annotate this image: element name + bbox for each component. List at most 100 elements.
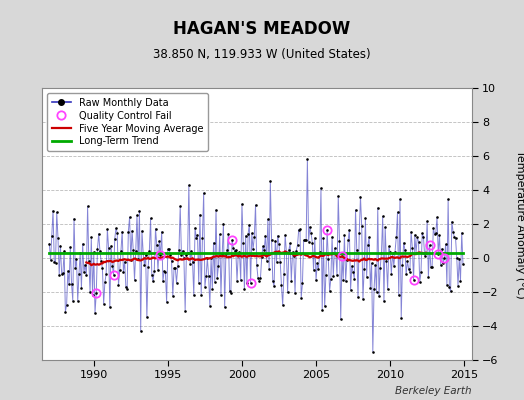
Point [395, 292, 403, 299]
Point [286, 240, 294, 247]
Point [121, 258, 129, 265]
Point [228, 237, 236, 243]
Point [194, 279, 203, 286]
Point [313, 260, 321, 266]
Point [114, 282, 123, 288]
Point [66, 244, 74, 250]
Point [311, 234, 319, 241]
Point [207, 254, 215, 261]
Point [290, 253, 298, 260]
Point [122, 284, 130, 290]
Point [357, 223, 366, 230]
Point [103, 226, 112, 232]
Point [340, 232, 348, 238]
Point [365, 234, 373, 240]
Point [373, 289, 381, 296]
Point [190, 292, 198, 298]
Point [94, 230, 103, 237]
Point [118, 228, 126, 235]
Point [133, 212, 141, 218]
Point [257, 254, 266, 260]
Point [453, 255, 461, 262]
Point [353, 246, 361, 253]
Text: Berkeley Earth: Berkeley Earth [395, 386, 472, 396]
Point [232, 246, 240, 253]
Point [166, 252, 174, 258]
Point [112, 225, 120, 232]
Point [172, 280, 181, 286]
Point [200, 190, 208, 196]
Point [183, 250, 192, 256]
Point [280, 271, 288, 277]
Point [155, 238, 163, 245]
Point [176, 203, 184, 210]
Point [123, 286, 132, 292]
Point [322, 271, 330, 278]
Point [72, 256, 81, 262]
Point [276, 259, 285, 265]
Point [344, 237, 352, 244]
Point [407, 228, 416, 235]
Point [300, 237, 308, 243]
Point [433, 214, 441, 220]
Point [380, 298, 388, 304]
Point [326, 276, 335, 282]
Point [391, 248, 399, 255]
Point [406, 269, 414, 275]
Point [397, 315, 406, 321]
Point [71, 265, 80, 271]
Point [165, 246, 173, 252]
Point [281, 232, 289, 238]
Point [244, 230, 253, 237]
Point [359, 296, 367, 302]
Point [198, 235, 206, 241]
Point [170, 265, 178, 272]
Point [141, 252, 150, 258]
Point [231, 248, 239, 254]
Point [392, 234, 400, 240]
Point [439, 260, 447, 267]
Point [201, 284, 209, 290]
Point [79, 240, 87, 247]
Point [288, 249, 297, 255]
Point [371, 262, 379, 268]
Point [154, 267, 162, 274]
Point [390, 262, 398, 269]
Point [309, 267, 318, 273]
Point [317, 185, 325, 191]
Point [394, 209, 402, 215]
Point [356, 194, 365, 200]
Point [101, 279, 109, 286]
Point [361, 215, 369, 222]
Point [56, 242, 64, 249]
Point [425, 242, 434, 248]
Point [291, 290, 299, 296]
Point [360, 265, 368, 272]
Point [442, 241, 450, 247]
Point [403, 258, 411, 264]
Point [132, 247, 140, 254]
Point [236, 277, 245, 284]
Y-axis label: Temperature Anomaly (°C): Temperature Anomaly (°C) [515, 150, 524, 298]
Point [76, 250, 84, 256]
Point [256, 275, 265, 281]
Point [90, 249, 98, 255]
Point [171, 265, 179, 271]
Point [428, 264, 436, 270]
Point [218, 251, 226, 258]
Point [145, 248, 154, 254]
Point [384, 286, 392, 292]
Point [398, 262, 407, 268]
Point [405, 266, 413, 272]
Point [213, 274, 222, 281]
Point [264, 216, 272, 222]
Point [167, 258, 176, 264]
Point [248, 230, 256, 236]
Point [342, 278, 350, 284]
Point [335, 238, 344, 244]
Point [408, 244, 417, 251]
Point [450, 234, 458, 240]
Point [156, 252, 165, 258]
Point [424, 274, 433, 280]
Point [435, 232, 444, 238]
